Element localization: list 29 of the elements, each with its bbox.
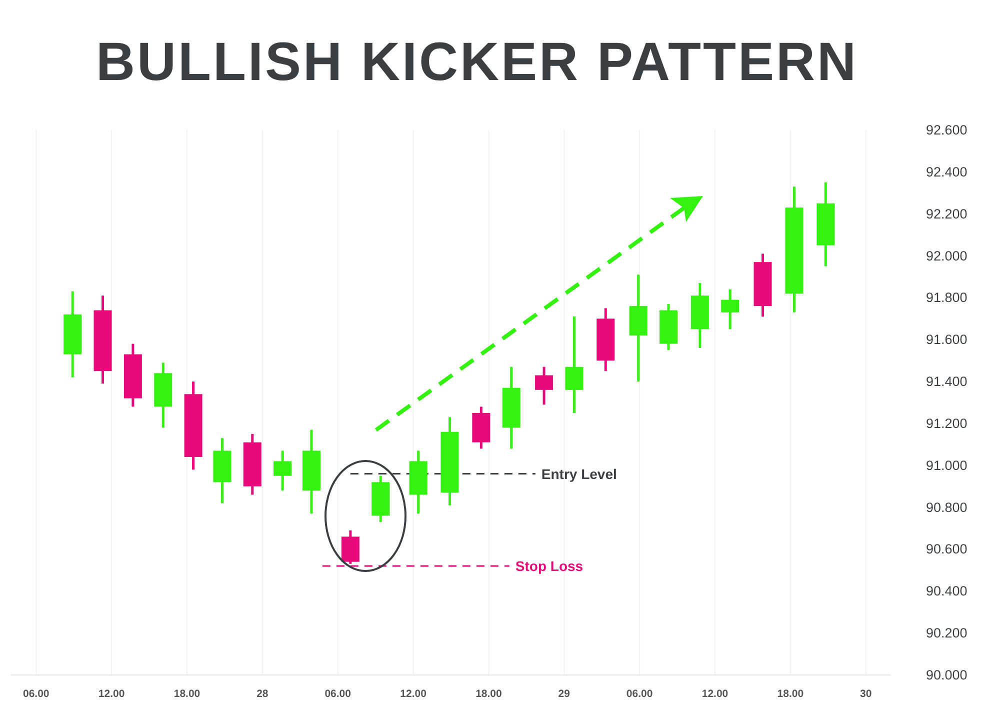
y-tick-label: 91.600 xyxy=(926,332,968,348)
y-tick-label: 90.600 xyxy=(926,542,968,557)
y-tick-label: 92.200 xyxy=(926,206,968,222)
y-tick-label: 92.000 xyxy=(926,248,968,264)
x-tick-label: 18.00 xyxy=(174,688,200,700)
x-tick-label: 18.00 xyxy=(476,688,502,700)
y-tick-label: 92.600 xyxy=(926,122,968,138)
x-tick-label: 29 xyxy=(558,688,570,700)
ref-line-label: Stop Loss xyxy=(515,558,584,574)
x-tick-label: 06.00 xyxy=(324,688,352,700)
y-tick-label: 90.800 xyxy=(926,500,968,515)
x-tick-label: 18.00 xyxy=(777,688,804,700)
x-tick-label: 06.00 xyxy=(23,688,50,700)
y-tick-label: 91.200 xyxy=(926,416,968,431)
chart-title: BULLISH KICKER PATTERN xyxy=(96,32,858,92)
y-tick-label: 90.400 xyxy=(926,584,968,599)
y-tick-label: 91.800 xyxy=(926,290,968,306)
x-tick-label: 28 xyxy=(256,688,268,700)
y-tick-label: 91.400 xyxy=(926,374,968,390)
ref-line-label: Entry Level xyxy=(541,466,617,482)
x-tick-label: 06.00 xyxy=(626,688,653,700)
y-tick-label: 91.000 xyxy=(926,458,968,473)
y-tick-label: 90.200 xyxy=(926,626,968,641)
x-tick-label: 12.00 xyxy=(400,688,427,700)
x-tick-label: 30 xyxy=(860,688,872,700)
y-tick-label: 92.400 xyxy=(926,164,968,180)
x-tick-label: 12.00 xyxy=(702,688,728,700)
y-tick-label: 90.000 xyxy=(926,668,968,682)
x-tick-label: 12.00 xyxy=(98,688,125,700)
